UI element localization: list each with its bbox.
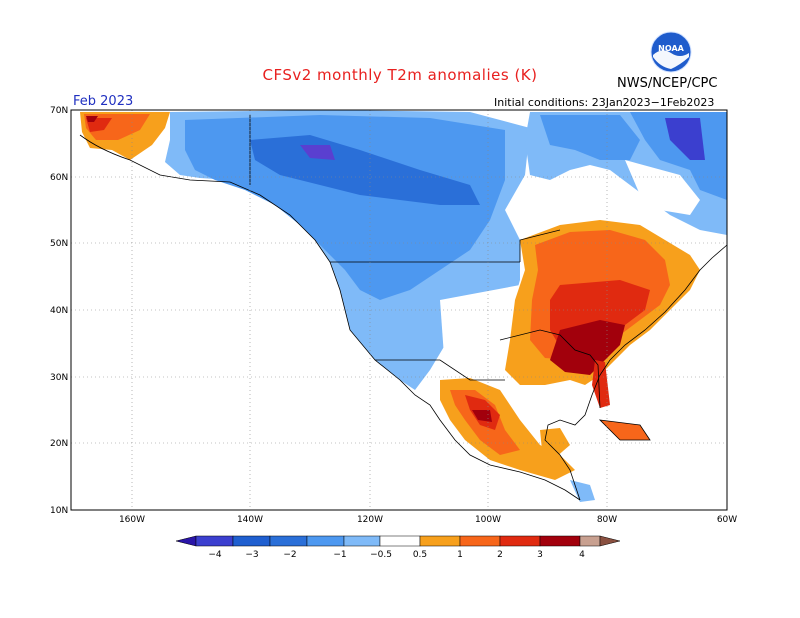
chart-title: CFSv2 monthly T2m anomalies (K) <box>262 66 538 84</box>
colorbar-label: 3 <box>537 550 543 560</box>
colorbar-label: −1 <box>333 550 346 560</box>
colorbar-right-arrow <box>599 535 621 547</box>
colorbar-swatch <box>419 535 461 547</box>
colorbar-label: 1 <box>457 550 463 560</box>
lat-label: 20N <box>50 439 68 449</box>
lat-label: 10N <box>50 506 68 516</box>
lon-label: 140W <box>237 515 263 525</box>
lat-label: 40N <box>50 306 68 316</box>
colorbar-label: −2 <box>283 550 296 560</box>
svg-text:NOAA: NOAA <box>658 44 684 53</box>
lat-label: 50N <box>50 239 68 249</box>
colorbar-label: −0.5 <box>370 550 392 560</box>
colorbar-swatch <box>579 535 601 547</box>
colorbar-swatch <box>499 535 541 547</box>
colorbar-swatch <box>539 535 581 547</box>
lon-label: 120W <box>357 515 383 525</box>
colorbar-swatch <box>379 535 421 547</box>
longitude-axis: 160W 140W 120W 100W 80W 60W <box>119 515 737 525</box>
coastlines <box>79 115 728 501</box>
latitude-axis: 70N 60N 50N 40N 30N 20N 10N <box>50 106 68 516</box>
agency-label: NWS/NCEP/CPC <box>617 76 718 91</box>
colorbar-swatch <box>459 535 501 547</box>
colorbar-swatch <box>306 535 345 547</box>
map-frame <box>70 109 728 511</box>
colorbar-swatch <box>195 535 234 547</box>
colorbar-label: 2 <box>497 550 503 560</box>
colorbar: −4 −3 −2 −1 −0.5 0.5 1 2 3 4 <box>175 535 621 560</box>
anomaly-field <box>80 110 727 502</box>
initial-conditions: Initial conditions: 23Jan2023−1Feb2023 <box>494 96 715 109</box>
forecast-month: Feb 2023 <box>73 94 134 109</box>
noaa-logo-icon: NOAA <box>650 31 692 73</box>
lon-label: 160W <box>119 515 145 525</box>
colorbar-swatch <box>232 535 271 547</box>
colorbar-left-arrow <box>175 535 197 547</box>
graticule <box>71 110 727 510</box>
colorbar-label: −3 <box>245 550 258 560</box>
colorbar-swatch <box>343 535 381 547</box>
lon-label: 80W <box>597 515 617 525</box>
colorbar-label: −4 <box>208 550 222 560</box>
lon-label: 100W <box>475 515 501 525</box>
lat-label: 30N <box>50 373 68 383</box>
colorbar-swatch <box>269 535 308 547</box>
colorbar-label: 4 <box>579 550 585 560</box>
lat-label: 60N <box>50 173 68 183</box>
colorbar-label: 0.5 <box>413 550 427 560</box>
lon-label: 60W <box>717 515 737 525</box>
lat-label: 70N <box>50 106 68 116</box>
